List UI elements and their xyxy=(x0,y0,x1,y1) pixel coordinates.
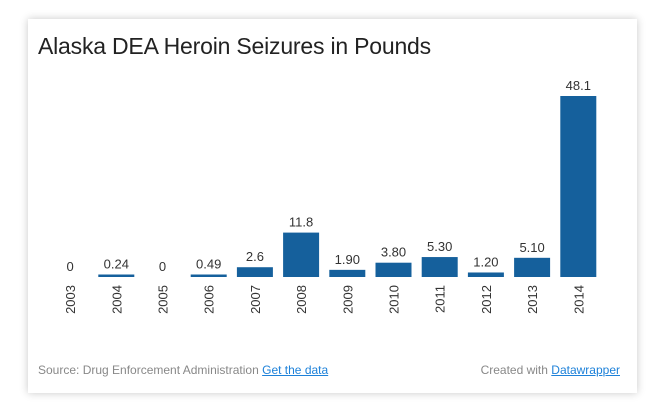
x-tick-2008: 2008 xyxy=(294,285,309,314)
credit-line: Created with Datawrapper xyxy=(481,363,620,377)
x-tick-2007: 2007 xyxy=(248,285,263,314)
created-with-text: Created with xyxy=(480,363,548,377)
source-line: Source: Drug Enforcement Administration … xyxy=(38,363,328,377)
x-tick-2010: 2010 xyxy=(387,285,402,314)
get-data-link[interactable]: Get the data xyxy=(262,363,329,377)
bar-2013 xyxy=(514,257,551,277)
bar-2012 xyxy=(467,272,504,277)
data-label-2006: 0.49 xyxy=(196,257,221,272)
data-label-2005: 0 xyxy=(159,259,166,274)
bar-2014 xyxy=(560,96,597,277)
data-label-2013: 5.10 xyxy=(519,240,544,255)
bar-2007 xyxy=(236,267,273,277)
data-label-2010: 3.80 xyxy=(381,245,406,260)
bar-2011 xyxy=(421,257,458,277)
x-tick-2011: 2011 xyxy=(433,285,448,313)
bar-chart: 0 2003 0.24 2004 0 2005 0.49 2006 2.6 2007 11.8 200… xyxy=(63,78,597,314)
x-tick-2012: 2012 xyxy=(479,285,494,314)
x-tick-2004: 2004 xyxy=(109,285,124,314)
data-label-2004: 0.24 xyxy=(104,257,129,272)
x-tick-2006: 2006 xyxy=(202,285,217,314)
chart-card: Alaska DEA Heroin Seizures in Pounds 0 20… xyxy=(28,19,637,393)
data-label-2012: 1.20 xyxy=(473,254,498,269)
x-tick-2009: 2009 xyxy=(340,285,355,314)
bar-2010 xyxy=(375,262,412,277)
data-label-2003: 0 xyxy=(66,259,73,274)
source-text: Source: Drug Enforcement Administration xyxy=(38,363,259,377)
x-tick-2005: 2005 xyxy=(156,285,171,314)
bar-2004 xyxy=(98,274,135,277)
data-label-2011: 5.30 xyxy=(427,239,452,254)
datawrapper-link[interactable]: Datawrapper xyxy=(551,363,620,377)
x-tick-2003: 2003 xyxy=(63,285,78,314)
bar-2009 xyxy=(329,269,366,277)
x-tick-2013: 2013 xyxy=(525,285,540,314)
x-tick-2014: 2014 xyxy=(571,285,586,314)
bar-2006 xyxy=(190,274,227,277)
data-label-2014: 48.1 xyxy=(566,78,591,93)
chart-title: Alaska DEA Heroin Seizures in Pounds xyxy=(38,33,431,59)
data-label-2008: 11.8 xyxy=(289,215,313,230)
bar-2008 xyxy=(283,232,320,277)
data-label-2007: 2.6 xyxy=(246,249,264,264)
data-label-2009: 1.90 xyxy=(335,252,360,267)
